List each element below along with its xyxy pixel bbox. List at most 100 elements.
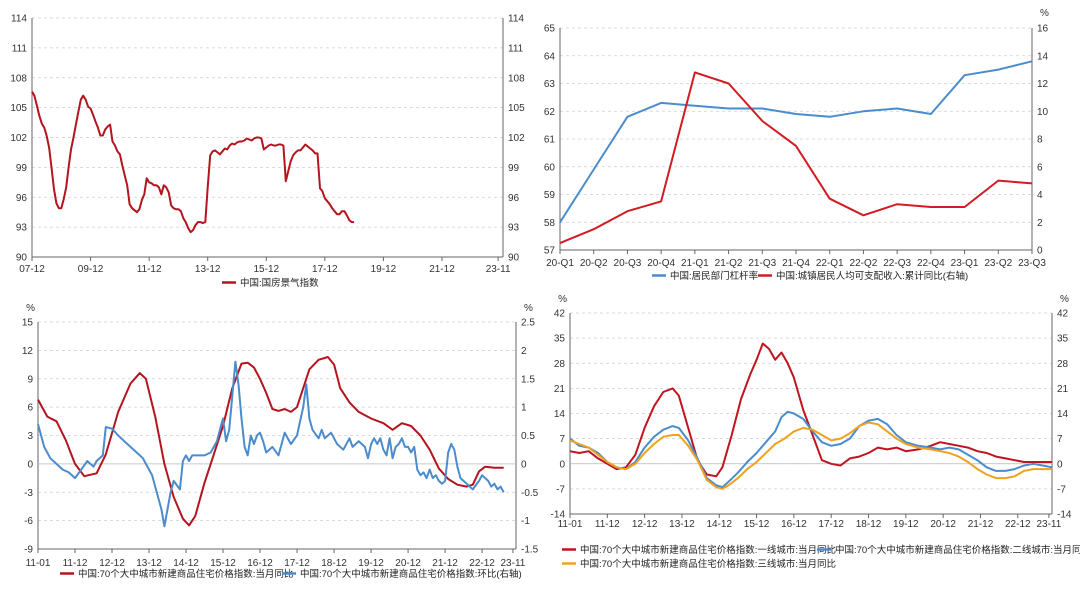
legend-label: 中国:70个大中城市新建商品住宅价格指数:当月同比 <box>78 568 293 580</box>
x-tick-label: 07-12 <box>19 264 45 275</box>
x-tick-label: 13-12 <box>136 558 162 569</box>
x-tick-label: 11-12 <box>63 558 88 569</box>
y-tick-label: 21 <box>554 384 566 395</box>
y2-tick-label: -14 <box>1057 510 1072 521</box>
y2-tick-label: 2.5 <box>521 318 535 329</box>
y-tick-label: 7 <box>559 434 565 445</box>
y2-tick-label: 8 <box>1037 135 1043 146</box>
y-tick-label: 6 <box>27 403 33 414</box>
y2-tick-label: 0 <box>521 459 527 470</box>
x-tick-label: 14-12 <box>173 558 199 569</box>
x-tick-label: 20-12 <box>930 519 956 530</box>
series-line-2 <box>559 71 1033 245</box>
y-tick-label: 0 <box>559 459 565 470</box>
y2-tick-label: 42 <box>1057 309 1069 320</box>
y-tick-label: 0 <box>27 459 33 470</box>
series-line-1 <box>559 60 1033 223</box>
y-tick-label: 93 <box>16 223 28 234</box>
x-tick-label: 20-Q1 <box>546 258 574 269</box>
x-tick-label: 15-12 <box>744 519 770 530</box>
y2-tick-label: 6 <box>1037 162 1043 173</box>
x-tick-label: 18-12 <box>321 558 347 569</box>
y-tick-label: 62 <box>544 107 556 118</box>
y-tick-label: -7 <box>556 484 565 495</box>
y2-tick-label: 102 <box>508 133 525 144</box>
y-tick-label: 99 <box>16 163 28 174</box>
x-tick-label: 11-01 <box>26 558 51 569</box>
x-tick-label: 22-Q1 <box>816 258 844 269</box>
x-tick-label: 21-12 <box>432 558 458 569</box>
series-line-1 <box>37 356 504 527</box>
x-tick-label: 23-11 <box>486 264 511 275</box>
x-tick-label: 13-12 <box>195 264 221 275</box>
series-line-2 <box>569 410 1053 489</box>
x-tick-label: 23-11 <box>1036 519 1061 530</box>
y2-tick-label: -0.5 <box>521 488 539 499</box>
x-tick-label: 21-Q4 <box>782 258 810 269</box>
x-tick-label: 15-12 <box>253 264 279 275</box>
x-tick-label: 22-12 <box>469 558 495 569</box>
y-tick-label: 90 <box>16 253 28 264</box>
y-tick-label: 58 <box>544 218 556 229</box>
legend-label: 中国:国房景气指数 <box>240 277 319 289</box>
y2-unit-label: % <box>1060 294 1069 305</box>
x-tick-label: 12-12 <box>99 558 125 569</box>
chart-2: 57 58 59 60 61 62 63 64 65 0 2 4 6 8 10 12 14 16% 20-Q1 20-… <box>544 8 1049 282</box>
series-line-1 <box>31 91 355 234</box>
y-tick-label: 59 <box>544 190 556 201</box>
x-tick-label: 19-12 <box>371 264 397 275</box>
y2-tick-label: 93 <box>508 223 520 234</box>
y-tick-label: 42 <box>554 309 566 320</box>
x-tick-label: 15-12 <box>210 558 236 569</box>
y-tick-label: 64 <box>544 51 556 62</box>
y-tick-label: 3 <box>27 431 33 442</box>
x-tick-label: 23-Q2 <box>984 258 1012 269</box>
y2-tick-label: 16 <box>1037 24 1049 35</box>
x-tick-label: 22-12 <box>1005 519 1031 530</box>
series-line-1 <box>569 342 1052 478</box>
x-tick-label: 23-11 <box>500 558 525 569</box>
y2-tick-label: 99 <box>508 163 520 174</box>
x-tick-label: 11-01 <box>558 519 583 530</box>
y-tick-label: 61 <box>544 135 556 146</box>
y2-tick-label: 0 <box>1037 246 1043 257</box>
y-tick-label: 57 <box>544 246 556 257</box>
y-tick-label: 63 <box>544 79 556 90</box>
y2-tick-label: 14 <box>1037 51 1049 62</box>
y-tick-label: -9 <box>24 545 33 556</box>
y2-tick-label: 0 <box>1057 459 1063 470</box>
x-tick-label: 17-12 <box>818 519 844 530</box>
legend-label: 中国:70个大中城市新建商品住宅价格指数:环比(右轴) <box>300 568 522 580</box>
x-tick-label: 19-12 <box>893 519 919 530</box>
y-tick-label: 65 <box>544 24 556 35</box>
y2-tick-label: 28 <box>1057 359 1069 370</box>
y-tick-label: 14 <box>554 409 566 420</box>
y2-tick-label: 114 <box>508 14 524 25</box>
y-tick-label: 96 <box>16 193 28 204</box>
y-tick-label: -14 <box>551 510 566 521</box>
y2-tick-label: 10 <box>1037 107 1049 118</box>
y-tick-label: 102 <box>10 133 27 144</box>
x-tick-label: 20-Q3 <box>614 258 642 269</box>
x-tick-label: 21-12 <box>968 519 994 530</box>
x-tick-label: 12-12 <box>632 519 658 530</box>
x-tick-label: 21-12 <box>429 264 455 275</box>
y2-tick-label: 90 <box>508 253 520 264</box>
y2-tick-label: 1.5 <box>521 374 535 385</box>
x-tick-label: 16-12 <box>247 558 273 569</box>
y-tick-label: 28 <box>554 359 566 370</box>
y2-tick-label: 111 <box>508 43 524 54</box>
legend-label: 中国:居民部门杠杆率 <box>670 270 759 282</box>
y2-tick-label: 1 <box>521 403 527 414</box>
x-tick-label: 23-Q3 <box>1018 258 1046 269</box>
y-tick-label: -3 <box>24 488 33 499</box>
y-tick-label: 114 <box>11 14 27 25</box>
x-tick-label: 21-Q1 <box>681 258 709 269</box>
y2-tick-label: 2 <box>1037 218 1043 229</box>
y-tick-label: 105 <box>10 103 27 114</box>
y2-tick-label: 2 <box>521 346 527 357</box>
y2-tick-label: 14 <box>1057 409 1069 420</box>
x-tick-label: 20-Q4 <box>647 258 675 269</box>
x-tick-label: 23-Q1 <box>951 258 979 269</box>
y2-tick-label: 4 <box>1037 190 1043 201</box>
